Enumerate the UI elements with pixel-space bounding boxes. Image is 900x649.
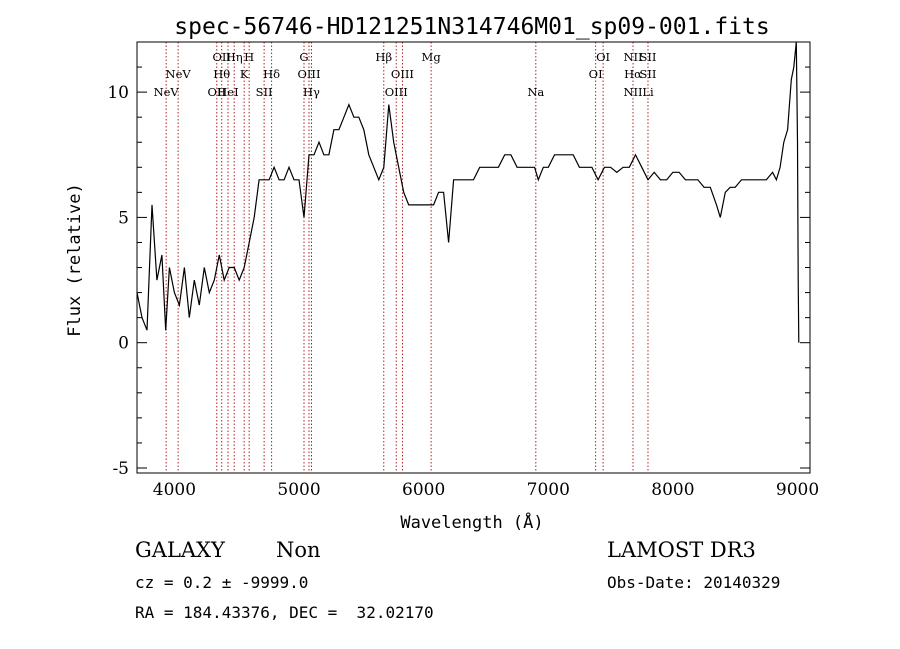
y-axis-ticks: -5 0 5 10 [107, 41, 810, 479]
spectrum-line [136, 41, 800, 343]
line-label: Hθ [213, 67, 230, 81]
line-label: OIII [297, 67, 320, 81]
line-label: SII [639, 50, 656, 64]
line-label: Hβ [375, 50, 392, 64]
emission-line-markers [165, 42, 649, 473]
y-axis-label: Flux (relative) [65, 183, 85, 337]
x-tick-label: 6000 [402, 480, 445, 500]
line-label: OII [212, 50, 231, 64]
line-label: Hδ [263, 67, 280, 81]
line-label: Hα [624, 67, 642, 81]
line-label: Na [527, 85, 544, 99]
line-label: HeI [217, 85, 238, 99]
line-label: Mg [422, 50, 442, 64]
line-label: NII [623, 50, 642, 64]
object-subclass: Non [276, 538, 321, 562]
x-tick-label: 8000 [651, 480, 694, 500]
observation-date: Obs-Date: 20140329 [607, 573, 781, 592]
line-label: SII [639, 67, 656, 81]
line-label: OIII [385, 85, 408, 99]
line-label: OIII [391, 67, 414, 81]
line-label: OII [208, 85, 227, 99]
x-axis-label: Wavelength (Å) [400, 511, 543, 533]
line-label: G [299, 50, 308, 64]
x-axis-ticks: 4000 5000 6000 7000 8000 9000 [153, 480, 819, 500]
plot-frame [136, 41, 811, 474]
emission-line-labels: NeV NeV OII OII Hθ HeI Hη KH SII Hδ G OIII Hγ Hβ OIII O… [154, 50, 657, 99]
x-tick-label: 7000 [527, 480, 570, 500]
line-label: OI [596, 50, 610, 64]
line-label: K [240, 67, 249, 81]
ra-dec-coordinates: RA = 184.43376, DEC = 32.02170 [135, 603, 434, 622]
line-label: NeV [166, 67, 192, 81]
line-label: OI [589, 67, 603, 81]
line-label: NII [623, 85, 642, 99]
y-tick-label: 0 [118, 334, 129, 354]
line-label: H [244, 50, 254, 64]
line-label: Hη [226, 50, 243, 64]
survey-name: LAMOST DR3 [607, 538, 756, 562]
x-tick-label: 5000 [277, 480, 320, 500]
line-label: Li [642, 85, 654, 99]
redshift-cz: cz = 0.2 ± -9999.0 [135, 573, 309, 592]
x-tick-label: 4000 [153, 480, 196, 500]
line-label: Hγ [303, 85, 320, 99]
object-class: GALAXY [135, 538, 225, 562]
x-tick-label: 9000 [776, 480, 819, 500]
y-tick-label: 5 [118, 208, 129, 228]
chart-title: spec-56746-HD121251N314746M01_sp09-001.f… [174, 14, 769, 40]
y-tick-label: -5 [112, 459, 129, 479]
line-label: NeV [154, 85, 180, 99]
line-label: SII [256, 85, 273, 99]
y-tick-label: 10 [107, 83, 129, 103]
